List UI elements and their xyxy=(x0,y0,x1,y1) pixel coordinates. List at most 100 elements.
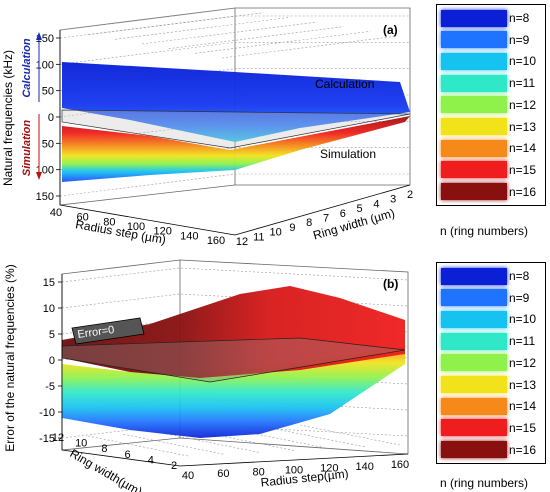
y-tick-label: 9 xyxy=(289,222,295,234)
legend-a-entry: n=13 xyxy=(441,118,536,136)
z-tick-label: -15 xyxy=(39,433,55,445)
grid-line xyxy=(87,435,189,457)
y-tick-label: 12 xyxy=(236,236,248,248)
legend-b-entry: n=9 xyxy=(441,289,529,307)
y-tick-label: 8 xyxy=(101,443,107,455)
legend-b-label: n=16 xyxy=(509,442,537,457)
panel-a-x-ticks: 40 60 80 100 120 140 160 xyxy=(50,207,225,247)
z-tick-label: 0 xyxy=(49,355,55,367)
grid-line xyxy=(123,433,224,455)
legend-a-swatch xyxy=(441,74,507,92)
zero-plane xyxy=(61,109,411,149)
legend-b-swatch xyxy=(441,354,507,372)
y-tick-label: 3 xyxy=(390,194,396,206)
legend-b-label: n=14 xyxy=(509,399,537,414)
legend-b-entry: n=15 xyxy=(441,419,536,437)
y-tick-label: 4 xyxy=(373,198,379,210)
legend-a-swatch xyxy=(441,96,507,114)
z-tick-label: 50 xyxy=(42,138,54,150)
x-tick-label: 100 xyxy=(127,221,145,233)
legend-a-entry: n=10 xyxy=(441,52,536,70)
legend-b-swatch xyxy=(441,376,507,393)
grid-line xyxy=(195,31,371,54)
legend-b-entry: n=11 xyxy=(441,332,535,350)
panel-b-plot: 15 10 5 0 -5 -10 -15 40 60 80 100 120 140 160 2 4 6 8 10… xyxy=(3,259,409,492)
grid-line xyxy=(221,35,398,59)
y-tick-label: 6 xyxy=(340,208,346,220)
legend-b-label: n=13 xyxy=(509,377,537,392)
legend-b-swatch xyxy=(441,419,507,437)
legend-b-label: n=15 xyxy=(509,420,537,435)
panel-b-label: (b) xyxy=(383,277,398,291)
calculation-surface xyxy=(62,62,410,142)
y-tick-label: 11 xyxy=(253,231,264,243)
side-arrow-up-icon xyxy=(36,32,42,102)
side-label-simulation: Simulation xyxy=(21,120,33,177)
grid-line xyxy=(158,432,259,453)
legend-a-entry: n=14 xyxy=(441,139,536,157)
legend-b-swatch xyxy=(441,289,507,307)
y-tick-label: 4 xyxy=(148,454,154,466)
y-tick-label: 2 xyxy=(407,189,413,201)
legend-b: n=8 n=9 n=10 n=11 n=12 n=13 n=14 n=15 n=16 xyxy=(436,262,546,464)
panel-b-z-ticks: 15 10 5 0 -5 -10 -15 xyxy=(39,277,62,445)
x-tick-label: 60 xyxy=(217,468,229,480)
z-tick-label: 50 xyxy=(42,86,54,98)
x-tick-label: 120 xyxy=(153,226,171,238)
grid-line xyxy=(115,17,291,40)
legend-a-label: n=9 xyxy=(509,32,530,47)
panel-b-z-axis-label: Error of the natural frequencies (%) xyxy=(3,264,17,451)
calculation-annotation: Calculation xyxy=(315,77,374,91)
legend-a-label: n=15 xyxy=(509,162,537,177)
z-tick-label: 150 xyxy=(36,191,54,203)
x-tick-label: 60 xyxy=(77,212,89,224)
x-tick-label: 160 xyxy=(207,235,225,247)
z-tick-label: 100 xyxy=(36,59,54,71)
x-tick-label: 140 xyxy=(180,230,198,242)
legend-b-entry: n=16 xyxy=(441,441,536,459)
z-tick-label: -10 xyxy=(39,407,55,419)
legend-b-swatch xyxy=(441,310,507,328)
x-tick-label: 80 xyxy=(103,216,115,228)
legend-a-swatch xyxy=(441,139,507,157)
legend-a-label: n=14 xyxy=(509,141,537,156)
y-tick-label: 5 xyxy=(357,203,363,215)
error-zero-callout: Error=0 xyxy=(71,317,145,345)
legend-b-entry: n=13 xyxy=(441,376,536,394)
grid-line xyxy=(59,68,410,91)
y-tick-label: 6 xyxy=(125,449,131,461)
y-tick-label: 2 xyxy=(171,460,177,472)
x-tick-label: 80 xyxy=(253,466,265,478)
legend-b-label: n=11 xyxy=(509,334,536,349)
legend-a-label: n=12 xyxy=(509,97,537,112)
legend-b-entry: n=14 xyxy=(441,397,536,415)
legend-b-swatch xyxy=(441,267,507,285)
legend-b-label: n=9 xyxy=(509,290,530,305)
x-tick-label: 120 xyxy=(320,463,338,475)
legend-b-entry: n=12 xyxy=(441,354,536,372)
legend-b-label: n=10 xyxy=(509,312,537,327)
panel-b-x-axis-label: Radius step(µm) xyxy=(260,466,349,489)
legend-a-entry: n=8 xyxy=(441,9,529,27)
legend-b-label: n=12 xyxy=(509,355,537,370)
y-tick-label: 10 xyxy=(269,227,281,239)
panel-b-y-ticks: 2 4 6 8 10 12 xyxy=(52,432,177,472)
grid-line xyxy=(88,12,264,35)
legend-a-entry: n=15 xyxy=(441,161,536,179)
x-tick-label: 40 xyxy=(182,470,194,482)
legend-a-label: n=10 xyxy=(509,54,537,69)
grid-line xyxy=(141,21,318,45)
x-tick-label: 100 xyxy=(285,465,303,477)
grid-line xyxy=(59,147,410,170)
legend-a-swatch xyxy=(441,183,507,201)
legend-a-swatch xyxy=(441,52,507,70)
y-tick-label: 12 xyxy=(52,432,64,444)
legend-b-entry: n=8 xyxy=(441,267,529,285)
grid-line xyxy=(59,42,410,65)
z-tick-label: 0 xyxy=(48,112,54,124)
legend-a-label: n=11 xyxy=(509,76,536,91)
error-surfaces-low xyxy=(62,346,405,438)
legend-a-caption: n (ring numbers) xyxy=(440,224,529,238)
simulation-annotation: Simulation xyxy=(320,147,376,161)
y-tick-label: 7 xyxy=(323,213,329,225)
